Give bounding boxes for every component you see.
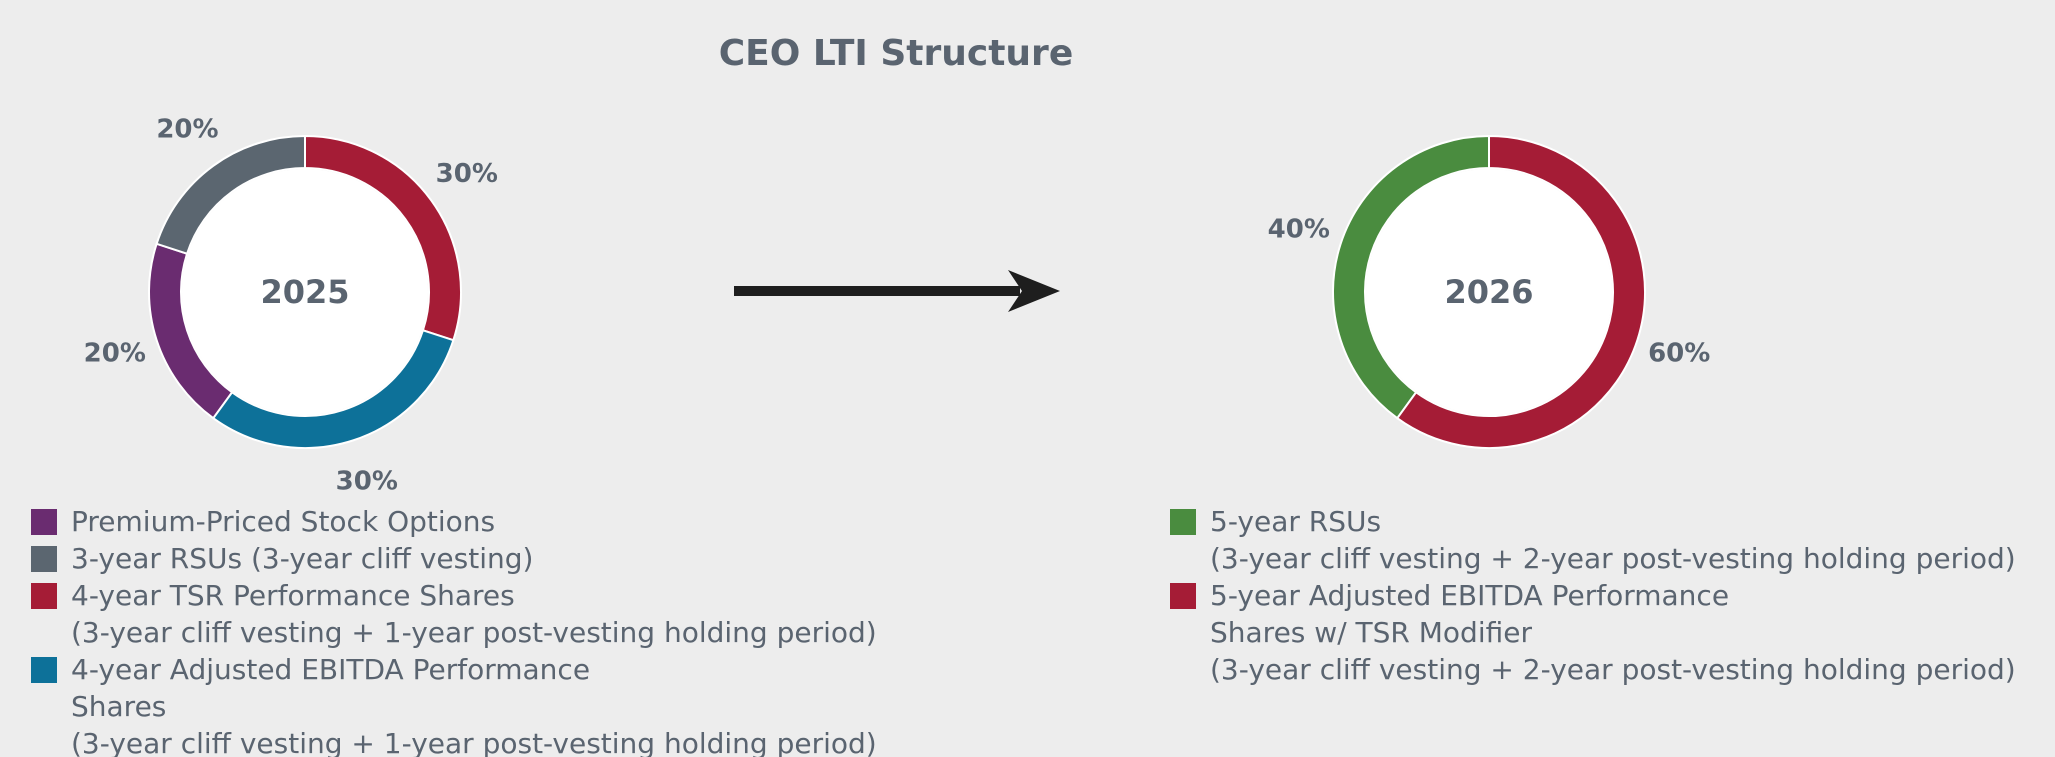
legend-item: 4-year TSR Performance Shares (3-year cli… xyxy=(31,577,877,651)
legend-item: 4-year Adjusted EBITDA Performance Share… xyxy=(31,651,877,757)
legend: 5-year RSUs (3-year cliff vesting + 2-yea… xyxy=(1170,503,2016,688)
legend-label: 3-year RSUs (3-year cliff vesting) xyxy=(71,542,534,575)
value-label: 20% xyxy=(84,338,146,368)
donut-slice xyxy=(211,329,455,449)
value-label: 40% xyxy=(1268,215,1330,245)
donut-hole xyxy=(1366,169,1612,415)
donut-slice xyxy=(1395,134,1646,449)
legend-note: (3-year cliff vesting + 2-year post-vest… xyxy=(1210,542,2016,575)
center-label: 2025 xyxy=(260,273,349,311)
center-label: 2026 xyxy=(1444,273,1533,311)
legend-note: (3-year cliff vesting + 1-year post-vest… xyxy=(71,727,877,757)
legend-label: 5-year Adjusted EBITDA Performance Share… xyxy=(1210,579,1730,649)
legend-swatch xyxy=(31,583,57,609)
donut-hole xyxy=(182,169,428,415)
legend: Premium-Priced Stock Options 3-year RSUs … xyxy=(31,503,877,757)
legend-swatch xyxy=(31,657,57,683)
legend-label: 4-year Adjusted EBITDA Performance Share… xyxy=(71,653,591,723)
value-label: 20% xyxy=(156,115,218,145)
legend-swatch xyxy=(1170,583,1196,609)
legend-item: Premium-Priced Stock Options xyxy=(31,503,877,540)
legend-label: Premium-Priced Stock Options xyxy=(71,505,496,538)
chart-title: CEO LTI Structure xyxy=(719,33,1073,74)
legend-item: 5-year Adjusted EBITDA Performance Share… xyxy=(1170,577,2016,688)
legend-swatch xyxy=(1170,509,1196,535)
value-label: 30% xyxy=(436,159,498,189)
value-label: 30% xyxy=(336,467,398,497)
legend-note: (3-year cliff vesting + 2-year post-vest… xyxy=(1210,653,2016,686)
arrow-head xyxy=(1008,270,1060,312)
value-label: 60% xyxy=(1648,338,1710,368)
legend-note: (3-year cliff vesting + 1-year post-vest… xyxy=(71,616,877,649)
legend-swatch xyxy=(31,509,57,535)
legend-swatch xyxy=(31,546,57,572)
legend-item: 3-year RSUs (3-year cliff vesting) xyxy=(31,540,877,577)
legend-label: 5-year RSUs xyxy=(1210,505,1382,538)
legend-label: 4-year TSR Performance Shares xyxy=(71,579,515,612)
legend-item: 5-year RSUs (3-year cliff vesting + 2-yea… xyxy=(1170,503,2016,577)
